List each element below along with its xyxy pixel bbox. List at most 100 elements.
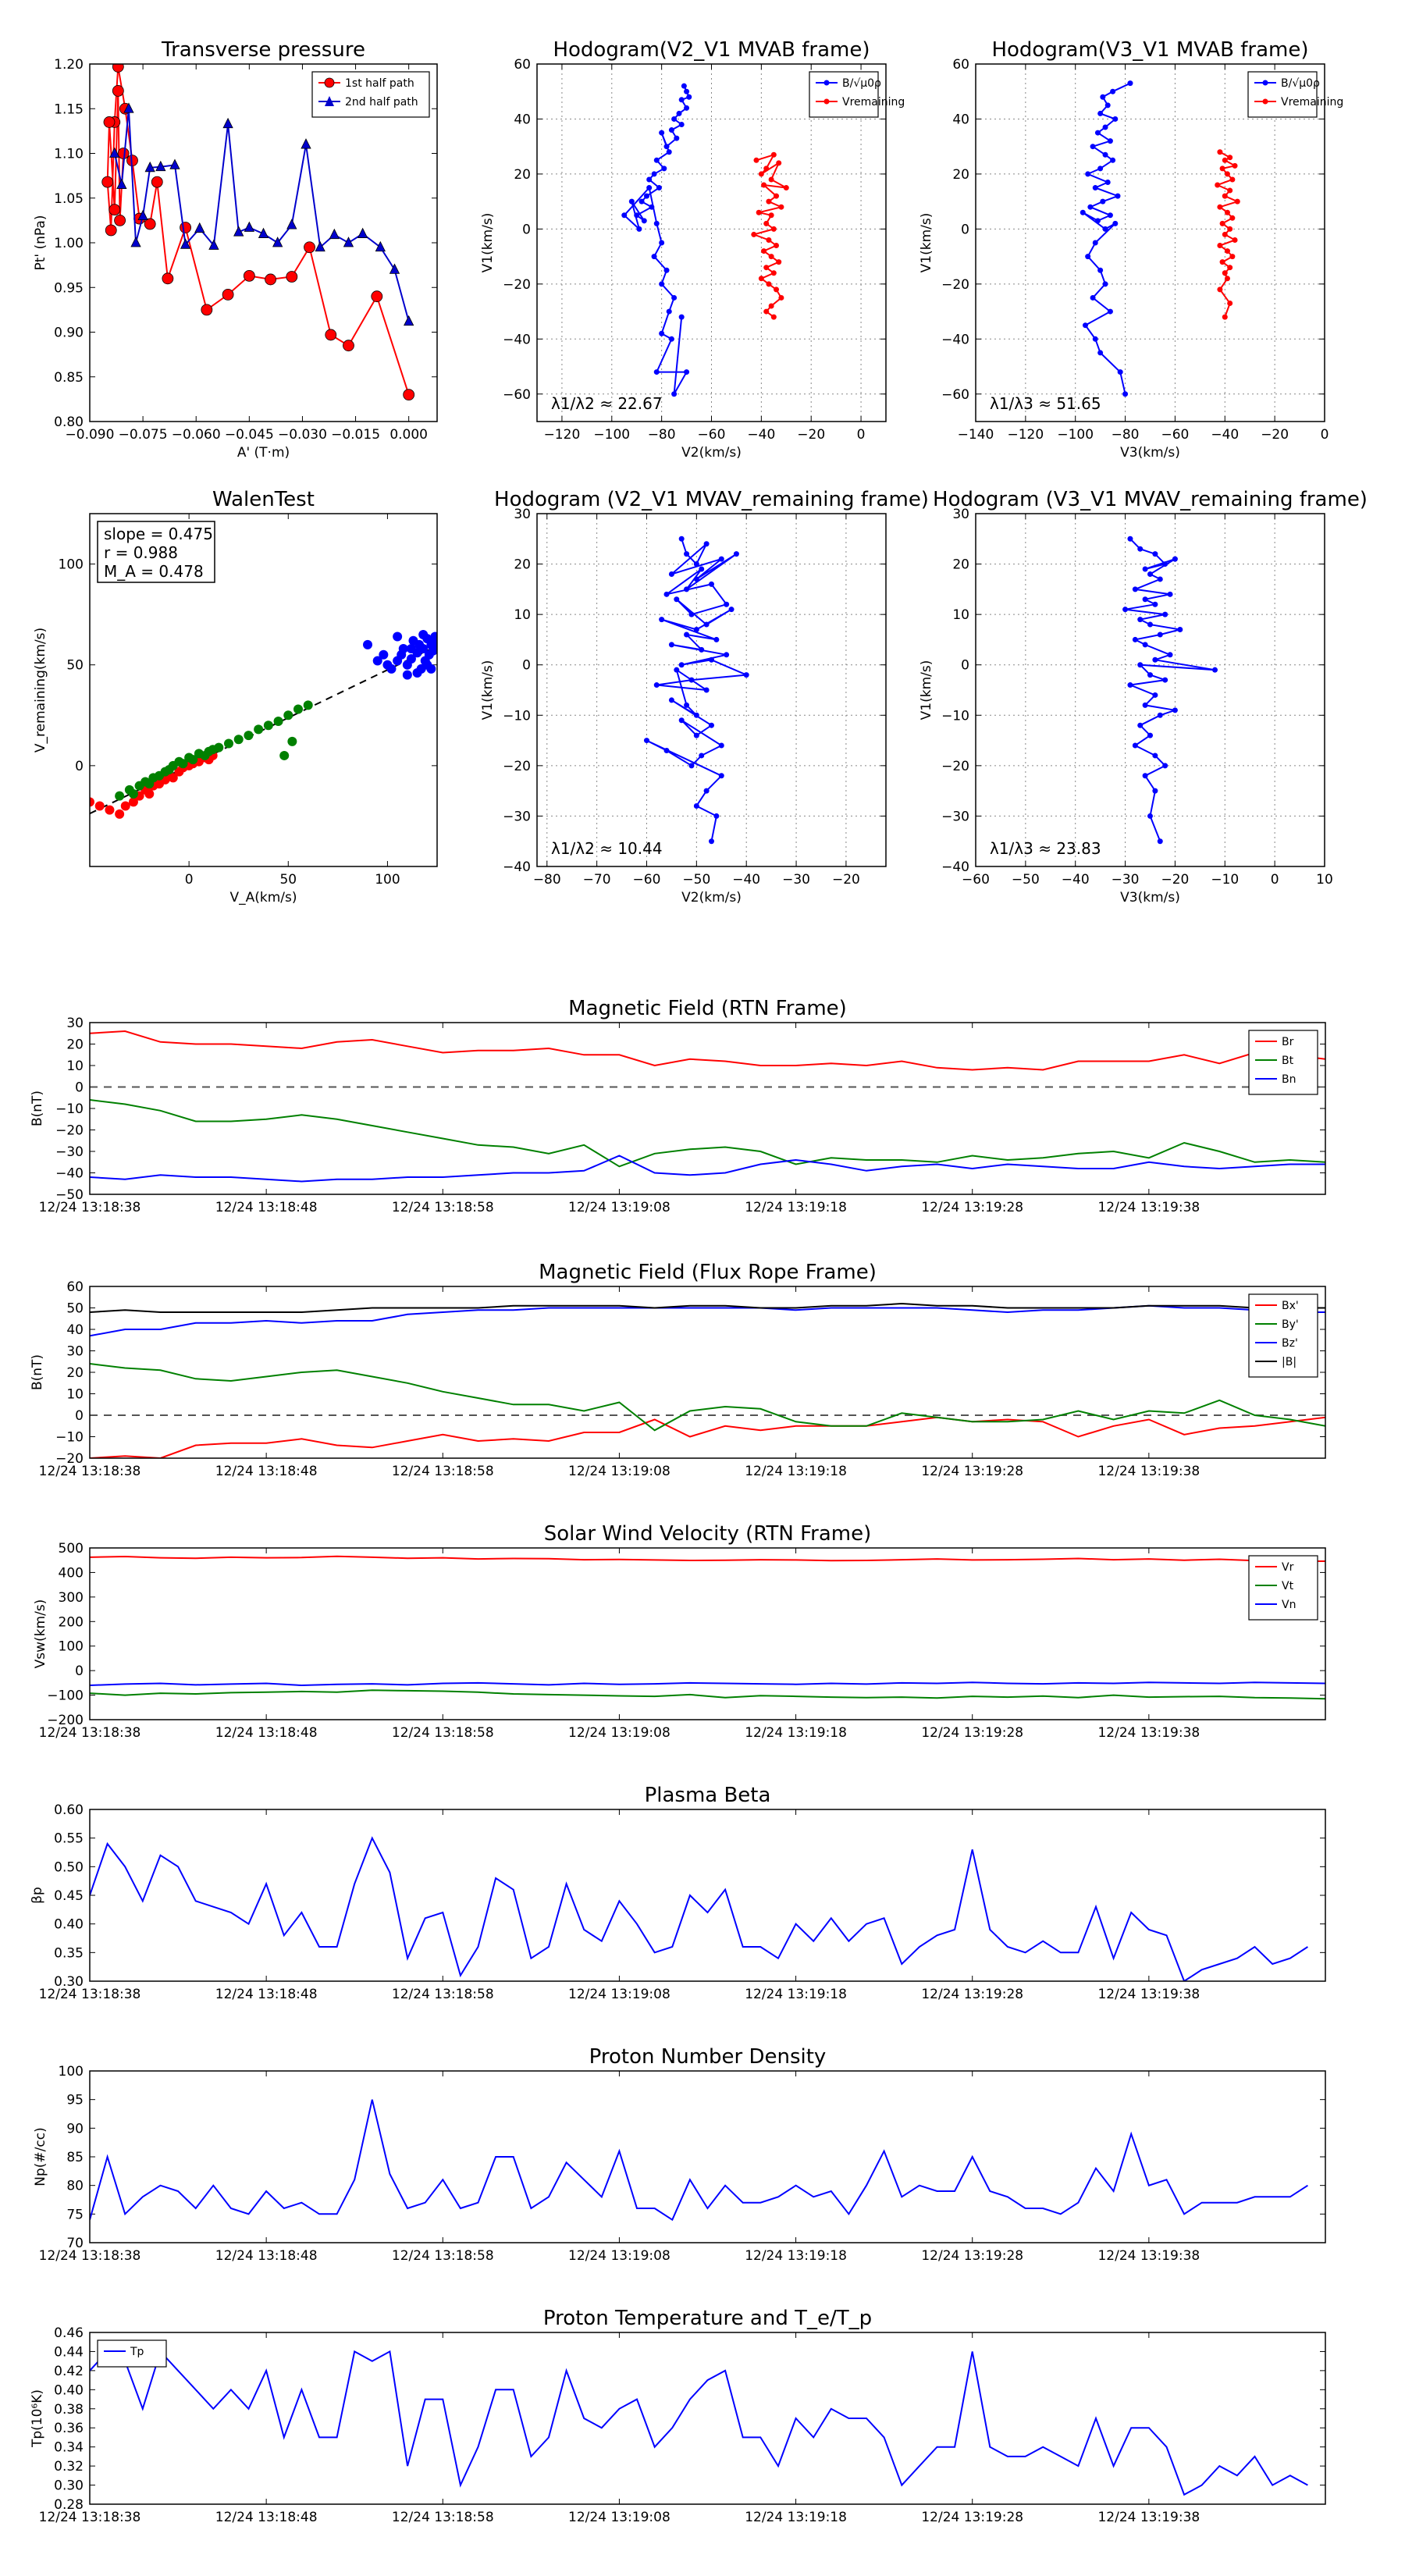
data-point (1222, 231, 1228, 237)
data-point (758, 171, 764, 177)
plot-area (90, 1548, 1325, 1720)
data-point (375, 240, 386, 252)
data-point (283, 710, 293, 720)
data-point (128, 789, 138, 799)
y-tick-label: 0.32 (54, 2459, 84, 2475)
x-tick-label: 12/24 13:19:18 (745, 2248, 847, 2264)
y-axis-label: B(nT) (30, 1091, 45, 1126)
y-tick-label: 10 (66, 1059, 84, 1074)
x-tick-label: −40 (1062, 872, 1090, 888)
legend-label: Vremaining (1281, 96, 1343, 109)
data-point (1094, 218, 1101, 224)
data-point (1222, 314, 1228, 320)
y-tick-label: 0.40 (54, 2382, 84, 2398)
data-point (343, 237, 354, 247)
chart-title: Transverse pressure (161, 38, 365, 62)
data-point (303, 700, 313, 710)
chart-tp: −0.090 −0.075 −0.060 −0.045 −0.030 −0.015 0.00… (33, 38, 438, 461)
x-tick-label: 12/24 13:19:38 (1097, 1464, 1200, 1479)
data-point (1162, 677, 1168, 683)
legend-label: Tp (130, 2346, 144, 2358)
data-point (287, 736, 297, 746)
y-tick-label: −20 (941, 759, 969, 774)
y-tick-label: 0.42 (54, 2364, 84, 2379)
x-tick-label: 0.000 (389, 427, 428, 443)
data-point (761, 182, 767, 188)
chart-title: Plasma Beta (645, 1784, 771, 1807)
legend-label: Bz' (1282, 1337, 1298, 1350)
x-tick-label: 12/24 13:19:28 (921, 2510, 1023, 2525)
x-axis-label: A' (T·m) (237, 445, 290, 461)
y-tick-label: −20 (941, 277, 969, 293)
data-point (724, 652, 730, 658)
data-point (684, 632, 690, 638)
data-point (756, 209, 762, 215)
chart-vsw: 12/24 13:18:38 12/24 13:18:48 12/24 13:18:… (33, 1522, 1326, 1741)
lambda-ratio: λ1/λ3 ≈ 23.83 (990, 839, 1101, 858)
x-tick-label: 12/24 13:18:48 (215, 1464, 318, 1479)
stats-box (97, 521, 215, 583)
data-point (1227, 187, 1233, 194)
y-axis-label: Np(#/cc) (33, 2127, 48, 2186)
y-tick-label: 0 (522, 222, 531, 237)
data-point (1097, 350, 1104, 356)
data-point (315, 240, 325, 252)
data-point (1137, 662, 1144, 668)
x-tick-label: 0 (1321, 427, 1329, 443)
data-point (1219, 259, 1225, 265)
x-tick-label: 12/24 13:19:08 (568, 1200, 670, 1215)
y-tick-label: 300 (59, 1590, 84, 1606)
y-tick-label: 0.85 (54, 370, 84, 386)
data-point (1137, 546, 1144, 552)
legend-label: Bx' (1282, 1300, 1299, 1312)
legend-label: B/√μ0ρ (842, 77, 881, 90)
plot-area (90, 1809, 1325, 1981)
data-point (1217, 286, 1223, 293)
data-point (1147, 621, 1153, 628)
x-tick-label: 12/24 13:18:38 (39, 2248, 141, 2264)
x-tick-label: 12/24 13:19:28 (921, 1987, 1023, 2002)
data-point (1107, 212, 1113, 219)
x-tick-label: −140 (958, 427, 994, 443)
data-point (766, 237, 772, 243)
data-point (684, 88, 690, 94)
x-tick-label: 12/24 13:19:18 (745, 1725, 847, 1741)
data-point (258, 227, 269, 238)
x-tick-label: 12/24 13:19:18 (745, 2510, 847, 2525)
data-point (194, 222, 205, 233)
plot-frame (89, 2332, 1326, 2505)
y-tick-label: 10 (66, 1387, 84, 1403)
x-tick-label: 12/24 13:18:38 (39, 1987, 141, 2002)
data-point (1132, 742, 1138, 749)
data-point (661, 165, 667, 172)
plot-area (90, 64, 437, 422)
legend-box (1248, 1293, 1318, 1378)
plot-content (643, 535, 749, 845)
x-tick-label: −80 (648, 427, 676, 443)
data-point (651, 171, 657, 177)
data-point (101, 176, 114, 188)
data-point (693, 712, 699, 718)
data-point (1092, 185, 1098, 191)
chart-title: Magnetic Field (RTN Frame) (568, 997, 847, 1020)
y-tick-label: −30 (55, 1144, 84, 1160)
data-point (398, 644, 408, 654)
y-tick-label: 10 (952, 607, 969, 623)
data-point (404, 315, 414, 326)
data-point (103, 116, 116, 128)
data-point (1224, 276, 1230, 282)
data-point (1157, 576, 1163, 582)
legend-label: Vr (1282, 1561, 1294, 1574)
data-point (1137, 617, 1144, 623)
data-point (743, 672, 749, 678)
y-axis-label: βp (30, 1887, 45, 1904)
legend-marker (325, 96, 334, 106)
data-point (222, 117, 233, 129)
plot-content (101, 64, 415, 401)
legend-marker (324, 77, 335, 88)
y-axis-label: B(nT) (30, 1354, 45, 1390)
data-point (1152, 601, 1158, 607)
data-point (776, 160, 782, 166)
x-tick-label: −40 (1211, 427, 1239, 443)
data-point (768, 212, 774, 219)
